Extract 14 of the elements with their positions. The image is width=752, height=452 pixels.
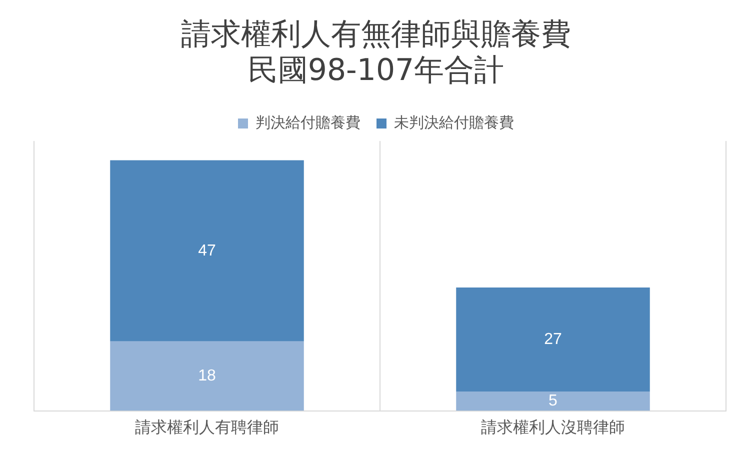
legend-label: 判決給付贍養費 [256,113,360,132]
x-tick-label: 請求權利人有聘律師 [135,418,279,437]
bar [456,392,650,411]
data-label: 18 [198,368,216,385]
chart-subtitle: 民國98-107年合計 [248,52,504,88]
bar [110,341,304,411]
data-label: 27 [544,330,562,348]
bar [456,287,650,392]
data-label: 5 [548,392,558,410]
bar [110,160,304,342]
data-label: 47 [198,242,216,260]
chart-title: 請求權利人有無律師與贍養費 [181,16,571,52]
x-tick-label: 請求權利人沒聘律師 [481,418,625,437]
legend-label: 未判決給付贍養費 [394,113,514,132]
